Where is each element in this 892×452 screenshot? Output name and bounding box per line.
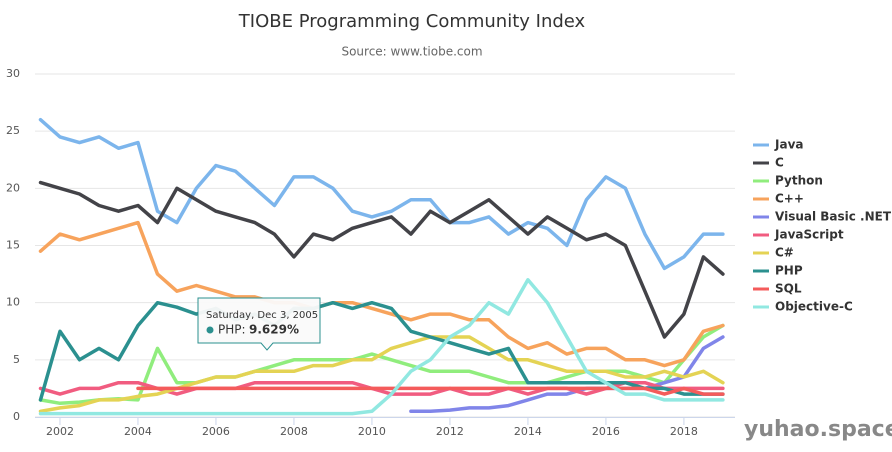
x-tick-label: 2014 bbox=[514, 425, 542, 438]
legend-label: Visual Basic .NET bbox=[775, 210, 892, 224]
watermark: yuhao.space bbox=[744, 417, 892, 442]
series-line bbox=[38, 335, 725, 414]
y-tick-label: 10 bbox=[6, 296, 20, 309]
legend-label: Objective-C bbox=[775, 300, 853, 314]
x-tick-label: 2018 bbox=[670, 425, 698, 438]
legend-label: PHP bbox=[775, 264, 803, 278]
x-tick-label: 2010 bbox=[358, 425, 386, 438]
legend-label: JavaScript bbox=[774, 228, 844, 242]
series-line bbox=[38, 220, 725, 368]
series-line bbox=[136, 386, 725, 396]
tooltip-label: PHP: bbox=[218, 323, 246, 337]
y-tick-label: 30 bbox=[6, 67, 20, 80]
series-line bbox=[38, 117, 725, 271]
tooltip-box bbox=[197, 297, 321, 351]
tooltip-dot bbox=[206, 326, 214, 334]
legend-label: Python bbox=[775, 174, 823, 188]
legend-label: Java bbox=[774, 138, 803, 152]
x-tick-label: 2012 bbox=[436, 425, 464, 438]
series-line bbox=[409, 335, 725, 414]
chart-title: TIOBE Programming Community Index bbox=[238, 11, 586, 32]
y-tick-label: 25 bbox=[6, 124, 20, 137]
tooltip: Saturday, Dec 3, 2005 PHP: 9.629% bbox=[197, 297, 321, 351]
legend-label: SQL bbox=[775, 282, 802, 296]
chart-subtitle: Source: www.tiobe.com bbox=[341, 45, 482, 59]
x-tick-label: 2008 bbox=[280, 425, 308, 438]
x-tick-label: 2006 bbox=[202, 425, 230, 438]
series-line bbox=[38, 180, 725, 339]
series-line bbox=[38, 278, 725, 416]
y-tick-label: 20 bbox=[6, 181, 20, 194]
x-tick-label: 2002 bbox=[46, 425, 74, 438]
legend-label: C bbox=[775, 156, 784, 170]
x-tick-label: 2016 bbox=[592, 425, 620, 438]
plot-area: 0 5 10 15 20 25 30 2002 2004 2006 2008 2010 2012 2014… bbox=[6, 67, 735, 438]
tooltip-date: Saturday, Dec 3, 2005 bbox=[206, 310, 318, 321]
legend-label: C# bbox=[775, 246, 794, 260]
tooltip-value: 9.629% bbox=[249, 323, 299, 337]
y-tick-label: 15 bbox=[6, 239, 20, 252]
x-tick-label: 2004 bbox=[124, 425, 152, 438]
legend-label: C++ bbox=[775, 192, 804, 206]
y-tick-label: 5 bbox=[13, 353, 20, 366]
y-tick-label: 0 bbox=[13, 410, 20, 423]
